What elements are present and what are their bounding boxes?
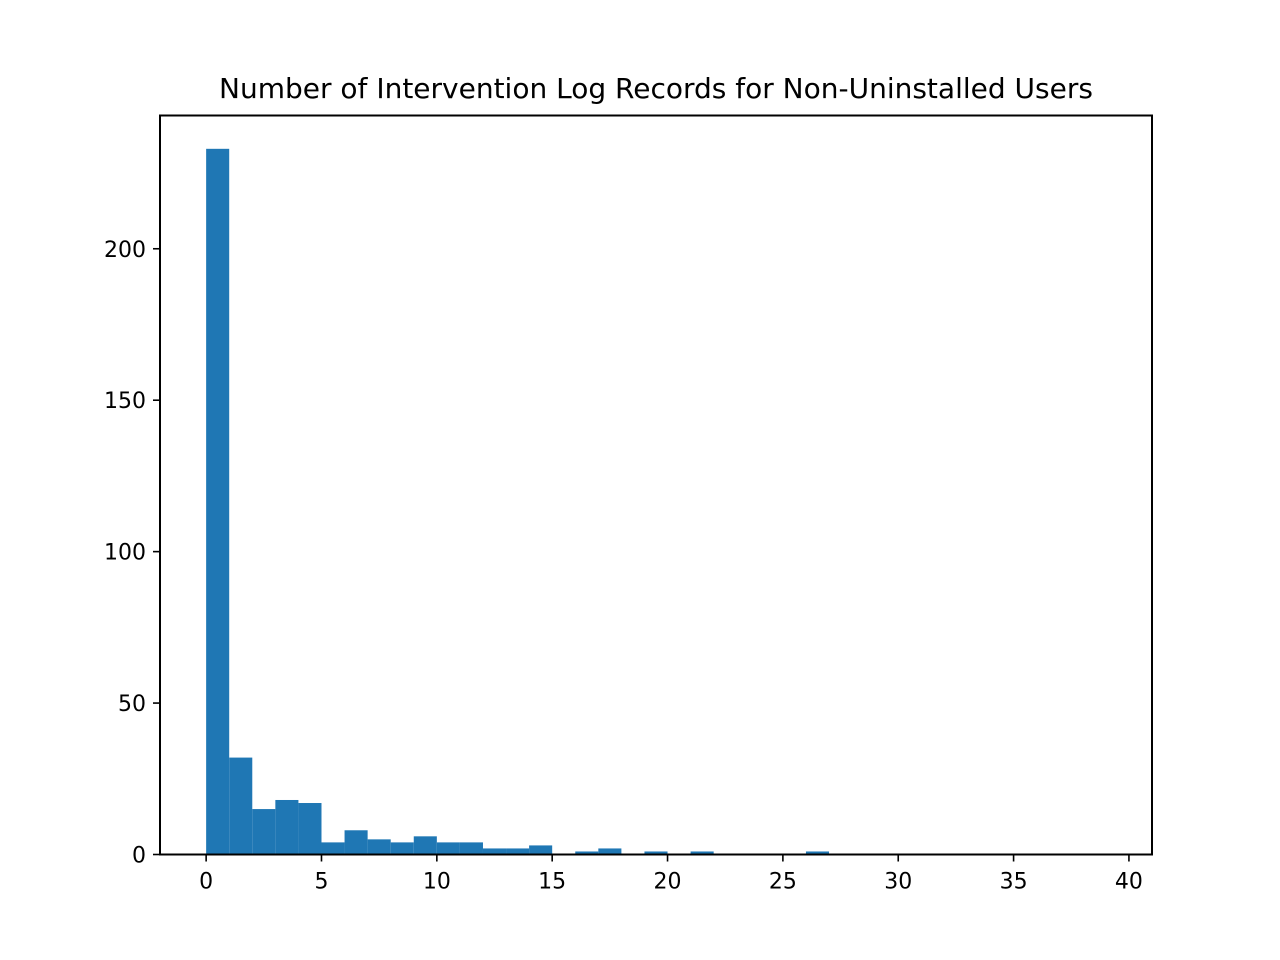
histogram-bar-5 xyxy=(321,842,345,855)
bars-group xyxy=(206,148,830,855)
x-tick-label: 15 xyxy=(538,870,566,895)
histogram-bar-10 xyxy=(436,842,460,855)
histogram-bar-1 xyxy=(229,757,253,855)
y-tick-label: 50 xyxy=(118,692,146,717)
histogram-bar-0 xyxy=(206,148,230,855)
y-tick-label: 0 xyxy=(132,844,146,869)
x-tick-label: 35 xyxy=(1000,870,1028,895)
x-tick-label: 25 xyxy=(769,870,797,895)
x-tick-label: 0 xyxy=(199,870,213,895)
histogram-bar-14 xyxy=(529,845,553,855)
histogram-bar-12 xyxy=(482,848,507,855)
x-axis: 0 5 10 15 20 25 30 35 40 xyxy=(199,854,1143,895)
histogram-bar-19 xyxy=(644,851,668,855)
histogram-bar-13 xyxy=(506,848,530,855)
histogram-bar-8 xyxy=(390,842,414,855)
x-tick-label: 30 xyxy=(884,870,912,895)
histogram-bar-17 xyxy=(598,848,622,855)
histogram-bar-6 xyxy=(344,830,368,855)
histogram-bar-4 xyxy=(298,803,322,855)
plot-frame xyxy=(159,114,1153,856)
y-tick-label: 100 xyxy=(104,541,146,566)
histogram-bar-21 xyxy=(690,851,714,855)
histogram-bar-9 xyxy=(413,836,437,855)
histogram-bar-26 xyxy=(805,851,830,855)
chart-title: Number of Intervention Log Records for N… xyxy=(219,72,1093,105)
y-axis: 0 50 100 150 200 xyxy=(104,238,160,869)
x-tick-label: 20 xyxy=(654,870,682,895)
x-tick-label: 10 xyxy=(423,870,451,895)
histogram-bar-7 xyxy=(367,839,391,855)
y-tick-label: 150 xyxy=(104,389,146,414)
histogram-bar-2 xyxy=(252,809,276,855)
x-tick-label: 40 xyxy=(1115,870,1143,895)
histogram-bar-3 xyxy=(275,799,299,855)
histogram-bar-11 xyxy=(459,842,483,855)
y-tick-label: 200 xyxy=(104,238,146,263)
histogram-bar-16 xyxy=(575,851,599,855)
x-tick-label: 5 xyxy=(314,870,328,895)
